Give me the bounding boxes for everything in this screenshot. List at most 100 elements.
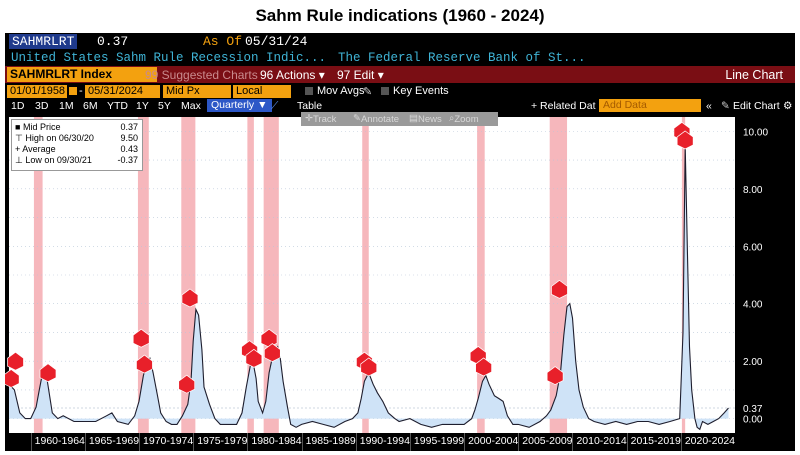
news-tool[interactable]: ▤ News	[409, 113, 442, 125]
actions-label: 96 Actions	[260, 68, 316, 82]
range-1d[interactable]: 1D	[11, 100, 25, 112]
suggested-charts-button[interactable]: 99 Suggested Charts	[145, 68, 258, 82]
legend-mid-price: ■ Mid Price	[15, 122, 60, 132]
event-marker	[136, 354, 153, 374]
low-icon: ⊥	[15, 155, 23, 165]
legend-value: -0.37	[117, 155, 138, 165]
event-marker	[39, 363, 57, 383]
x-tick-label: 1985-1989	[305, 435, 356, 447]
recession-band	[33, 117, 43, 433]
edit-chart-button[interactable]: Edit Chart	[733, 100, 780, 112]
zoom-tool[interactable]: ⌕ Zoom	[449, 113, 479, 125]
legend-value: 9.50	[120, 133, 138, 143]
frequency-select[interactable]: Quarterly ▼	[207, 99, 272, 112]
key-events-label: Key Events	[393, 85, 449, 97]
x-tick-label: 1975-1979	[197, 435, 248, 447]
line-chart-icon[interactable]: ⟋	[271, 100, 279, 112]
y-tick-label: 2.00	[743, 357, 763, 368]
news-label: News	[417, 114, 442, 125]
average-icon: +	[15, 144, 21, 154]
range-1m[interactable]: 1M	[59, 100, 74, 112]
actions-menu[interactable]: 96 Actions ▾	[260, 68, 325, 82]
calendar-icon[interactable]	[69, 87, 77, 95]
event-marker	[132, 328, 150, 348]
start-date-field[interactable]: 01/01/1958	[7, 85, 67, 98]
y-tick-label: 10.00	[743, 127, 768, 138]
y-tick-label: 6.00	[743, 242, 763, 253]
recession-band	[477, 117, 485, 433]
x-tick-separator	[139, 433, 141, 451]
related-data-button[interactable]: + Related Dat	[531, 100, 596, 112]
x-tick-label: 2010-2014	[576, 435, 627, 447]
event-marker	[360, 357, 378, 377]
track-label: Track	[312, 114, 337, 125]
event-marker	[245, 348, 263, 368]
x-tick-separator	[301, 433, 303, 451]
gear-icon[interactable]: ⚙	[783, 100, 793, 112]
end-date-field[interactable]: 05/31/2024	[85, 85, 160, 98]
recession-band	[181, 117, 196, 433]
range-3d[interactable]: 3D	[35, 100, 49, 112]
add-data-input[interactable]: Add Data	[599, 99, 701, 112]
annotate-tool[interactable]: ✎ Annotate	[353, 113, 400, 125]
event-marker	[551, 279, 568, 299]
x-tick-label: 1965-1969	[88, 435, 140, 447]
index-field[interactable]: SAHMRLRT Index	[7, 67, 157, 82]
collapse-icon[interactable]: «	[706, 100, 712, 112]
event-marker	[178, 374, 196, 394]
x-tick-separator	[247, 433, 249, 451]
x-tick-separator	[518, 433, 520, 451]
pencil-icon[interactable]: ✎	[721, 100, 730, 112]
legend-value: 0.37	[120, 122, 138, 132]
x-tick-separator	[464, 433, 466, 451]
recession-band	[137, 117, 149, 433]
edit-menu[interactable]: 97 Edit ▾	[337, 68, 384, 82]
zoom-label: Zoom	[454, 114, 479, 125]
x-tick-separator	[84, 433, 86, 451]
chevron-down-icon: ▾	[318, 68, 325, 82]
legend-label: High on 06/30/20	[25, 133, 94, 143]
y-tick-label: 4.00	[743, 300, 763, 311]
key-events-checkbox[interactable]	[381, 87, 389, 95]
current-value: 0.37	[97, 34, 129, 49]
x-tick-label: 2020-2024	[684, 435, 736, 447]
x-tick-label: 1995-1999	[413, 435, 465, 447]
y-tick-label: 0.37	[743, 404, 763, 415]
x-tick-separator	[626, 433, 628, 451]
x-tick-separator	[680, 433, 682, 451]
legend-label: Mid Price	[22, 122, 61, 132]
x-tick-separator	[409, 433, 411, 451]
range-max[interactable]: Max	[181, 100, 201, 112]
mov-avgs-checkbox[interactable]	[305, 87, 313, 95]
x-tick-label: 1970-1974	[143, 435, 194, 447]
table-button[interactable]: Table	[297, 100, 323, 112]
x-tick-label: 2000-2004	[468, 435, 519, 447]
data-source: The Federal Reserve Bank of St...	[338, 51, 586, 65]
track-tool[interactable]: ✛ Track	[305, 113, 337, 125]
range-5y[interactable]: 5Y	[158, 100, 171, 112]
legend-label: Low on 09/30/21	[25, 155, 92, 165]
security-description: United States Sahm Rule Recession Indic.…	[11, 51, 327, 65]
y-tick-label: 8.00	[743, 185, 763, 196]
x-tick-label: 1990-1994	[359, 435, 410, 447]
chart-title: Sahm Rule indications (1960 - 2024)	[255, 6, 545, 25]
event-marker	[676, 130, 694, 150]
range-6m[interactable]: 6M	[83, 100, 98, 112]
ticker-symbol[interactable]: SAHMRLRT	[9, 34, 78, 49]
terminal-window: SAHMRLRT 0.37 As Of 05/31/24 United Stat…	[5, 33, 795, 451]
x-tick-separator	[193, 433, 195, 451]
mov-avgs-label: Mov Avgs	[317, 85, 365, 97]
chart-legend: ■ Mid Price 0.37 ⊤ High on 06/30/20 9.50…	[11, 119, 143, 171]
chart-toolbar: ✛ Track ✎ Annotate ▤ News ⌕ Zoom	[301, 112, 498, 126]
pencil-icon[interactable]: ✎	[363, 86, 373, 98]
legend-low: ⊥ Low on 09/30/21	[15, 155, 92, 166]
event-marker	[7, 351, 24, 371]
recession-band	[247, 117, 254, 433]
chevron-down-icon: ▾	[377, 68, 384, 82]
price-field-select[interactable]: Mid Px	[163, 85, 231, 98]
x-tick-separator	[30, 433, 32, 451]
edit-label: 97 Edit	[337, 68, 375, 82]
range-1y[interactable]: 1Y	[136, 100, 149, 112]
range-ytd[interactable]: YTD	[107, 100, 128, 112]
x-axis-bar	[5, 433, 795, 451]
